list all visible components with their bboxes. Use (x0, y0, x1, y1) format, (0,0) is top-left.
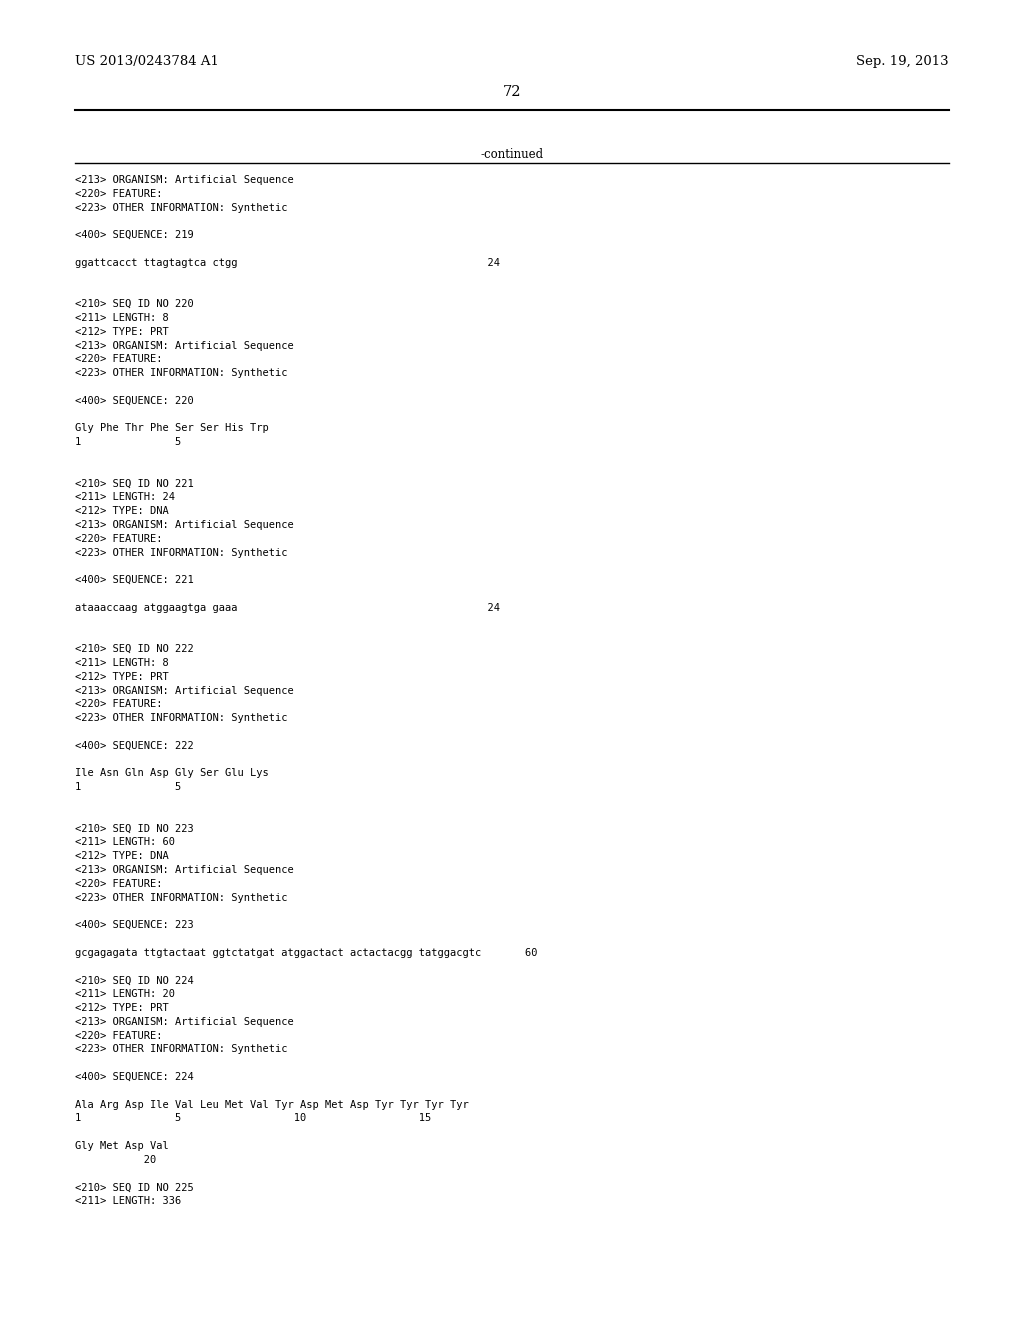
Text: 1               5: 1 5 (75, 437, 181, 447)
Text: <213> ORGANISM: Artificial Sequence: <213> ORGANISM: Artificial Sequence (75, 865, 294, 875)
Text: <220> FEATURE:: <220> FEATURE: (75, 533, 163, 544)
Text: 72: 72 (503, 84, 521, 99)
Text: <400> SEQUENCE: 219: <400> SEQUENCE: 219 (75, 230, 194, 240)
Text: -continued: -continued (480, 148, 544, 161)
Text: <223> OTHER INFORMATION: Synthetic: <223> OTHER INFORMATION: Synthetic (75, 1044, 288, 1055)
Text: <211> LENGTH: 8: <211> LENGTH: 8 (75, 657, 169, 668)
Text: <223> OTHER INFORMATION: Synthetic: <223> OTHER INFORMATION: Synthetic (75, 713, 288, 723)
Text: <400> SEQUENCE: 221: <400> SEQUENCE: 221 (75, 576, 194, 585)
Text: <213> ORGANISM: Artificial Sequence: <213> ORGANISM: Artificial Sequence (75, 176, 294, 185)
Text: <223> OTHER INFORMATION: Synthetic: <223> OTHER INFORMATION: Synthetic (75, 548, 288, 557)
Text: <210> SEQ ID NO 223: <210> SEQ ID NO 223 (75, 824, 194, 834)
Text: US 2013/0243784 A1: US 2013/0243784 A1 (75, 55, 219, 69)
Text: <210> SEQ ID NO 222: <210> SEQ ID NO 222 (75, 644, 194, 655)
Text: <220> FEATURE:: <220> FEATURE: (75, 879, 163, 888)
Text: <223> OTHER INFORMATION: Synthetic: <223> OTHER INFORMATION: Synthetic (75, 892, 288, 903)
Text: <213> ORGANISM: Artificial Sequence: <213> ORGANISM: Artificial Sequence (75, 520, 294, 531)
Text: <400> SEQUENCE: 223: <400> SEQUENCE: 223 (75, 920, 194, 931)
Text: <210> SEQ ID NO 225: <210> SEQ ID NO 225 (75, 1183, 194, 1192)
Text: <213> ORGANISM: Artificial Sequence: <213> ORGANISM: Artificial Sequence (75, 1016, 294, 1027)
Text: <400> SEQUENCE: 224: <400> SEQUENCE: 224 (75, 1072, 194, 1082)
Text: <210> SEQ ID NO 220: <210> SEQ ID NO 220 (75, 300, 194, 309)
Text: ggattcacct ttagtagtca ctgg                                        24: ggattcacct ttagtagtca ctgg 24 (75, 257, 500, 268)
Text: <212> TYPE: DNA: <212> TYPE: DNA (75, 851, 169, 861)
Text: <211> LENGTH: 24: <211> LENGTH: 24 (75, 492, 175, 503)
Text: <212> TYPE: PRT: <212> TYPE: PRT (75, 672, 169, 682)
Text: <212> TYPE: PRT: <212> TYPE: PRT (75, 327, 169, 337)
Text: Ala Arg Asp Ile Val Leu Met Val Tyr Asp Met Asp Tyr Tyr Tyr Tyr: Ala Arg Asp Ile Val Leu Met Val Tyr Asp … (75, 1100, 469, 1110)
Text: <213> ORGANISM: Artificial Sequence: <213> ORGANISM: Artificial Sequence (75, 685, 294, 696)
Text: <212> TYPE: DNA: <212> TYPE: DNA (75, 506, 169, 516)
Text: <210> SEQ ID NO 224: <210> SEQ ID NO 224 (75, 975, 194, 986)
Text: <212> TYPE: PRT: <212> TYPE: PRT (75, 1003, 169, 1012)
Text: ataaaccaag atggaagtga gaaa                                        24: ataaaccaag atggaagtga gaaa 24 (75, 603, 500, 612)
Text: 1               5                  10                  15: 1 5 10 15 (75, 1113, 431, 1123)
Text: Ile Asn Gln Asp Gly Ser Glu Lys: Ile Asn Gln Asp Gly Ser Glu Lys (75, 768, 268, 779)
Text: <211> LENGTH: 336: <211> LENGTH: 336 (75, 1196, 181, 1206)
Text: <220> FEATURE:: <220> FEATURE: (75, 189, 163, 199)
Text: 1               5: 1 5 (75, 783, 181, 792)
Text: Gly Phe Thr Phe Ser Ser His Trp: Gly Phe Thr Phe Ser Ser His Trp (75, 424, 268, 433)
Text: <211> LENGTH: 20: <211> LENGTH: 20 (75, 989, 175, 999)
Text: <210> SEQ ID NO 221: <210> SEQ ID NO 221 (75, 479, 194, 488)
Text: <400> SEQUENCE: 222: <400> SEQUENCE: 222 (75, 741, 194, 751)
Text: <211> LENGTH: 60: <211> LENGTH: 60 (75, 837, 175, 847)
Text: <213> ORGANISM: Artificial Sequence: <213> ORGANISM: Artificial Sequence (75, 341, 294, 351)
Text: <400> SEQUENCE: 220: <400> SEQUENCE: 220 (75, 396, 194, 405)
Text: 20: 20 (75, 1155, 157, 1164)
Text: gcgagagata ttgtactaat ggtctatgat atggactact actactacgg tatggacgtc       60: gcgagagata ttgtactaat ggtctatgat atggact… (75, 948, 538, 958)
Text: <220> FEATURE:: <220> FEATURE: (75, 1031, 163, 1040)
Text: <223> OTHER INFORMATION: Synthetic: <223> OTHER INFORMATION: Synthetic (75, 368, 288, 379)
Text: <223> OTHER INFORMATION: Synthetic: <223> OTHER INFORMATION: Synthetic (75, 202, 288, 213)
Text: Gly Met Asp Val: Gly Met Asp Val (75, 1140, 169, 1151)
Text: Sep. 19, 2013: Sep. 19, 2013 (856, 55, 949, 69)
Text: <220> FEATURE:: <220> FEATURE: (75, 354, 163, 364)
Text: <211> LENGTH: 8: <211> LENGTH: 8 (75, 313, 169, 323)
Text: <220> FEATURE:: <220> FEATURE: (75, 700, 163, 709)
